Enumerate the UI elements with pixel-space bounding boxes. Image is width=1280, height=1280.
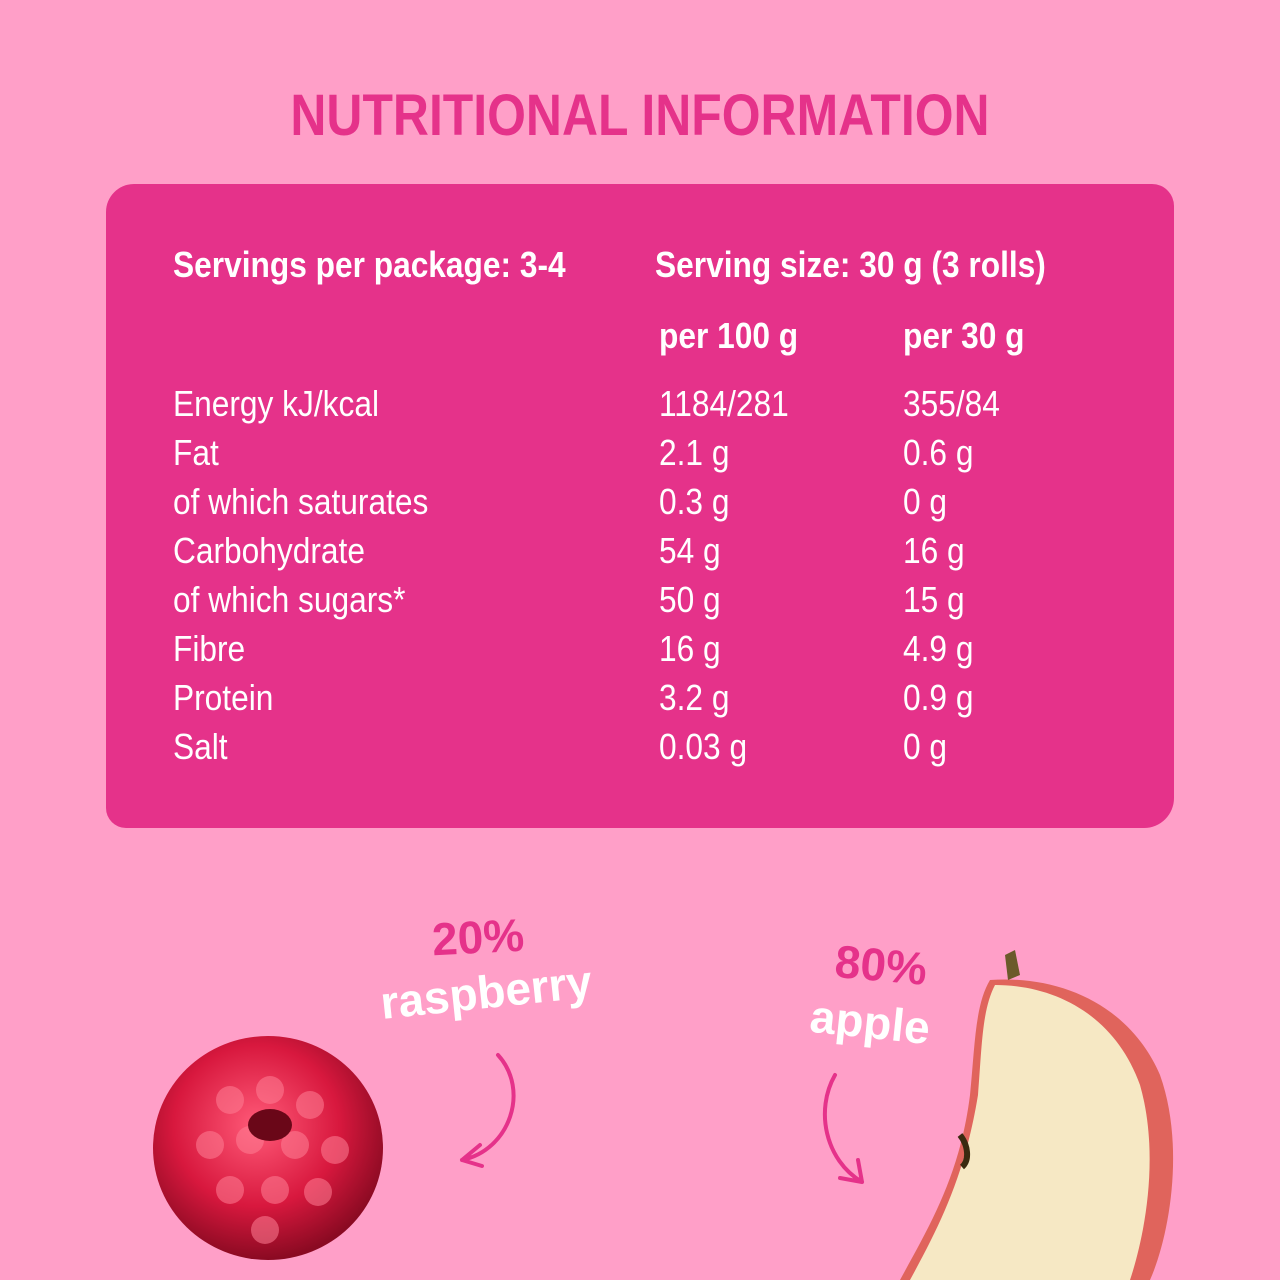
value-per-30g: 0 g xyxy=(903,481,948,522)
nutrient-name: Fat xyxy=(173,432,219,473)
nutrient-name: of which sugars* xyxy=(173,579,406,620)
value-per-30g: 15 g xyxy=(903,579,965,620)
value-per-100g: 2.1 g xyxy=(659,432,730,473)
servings-per-package: Servings per package: 3-4 xyxy=(173,244,566,285)
page-title: NUTRITIONAL INFORMATION xyxy=(290,83,990,148)
nutrient-name: Energy kJ/kcal xyxy=(173,383,380,424)
arrow-icon xyxy=(822,1073,864,1184)
value-per-100g: 3.2 g xyxy=(659,677,730,718)
value-per-30g: 0.6 g xyxy=(903,432,974,473)
table-row: Energy kJ/kcal 1184/281 355/84 xyxy=(106,383,1174,432)
column-header-per-100g: per 100 g xyxy=(659,315,799,356)
value-per-100g: 0.03 g xyxy=(659,726,748,767)
value-per-30g: 0.9 g xyxy=(903,677,974,718)
value-per-30g: 16 g xyxy=(903,530,965,571)
value-per-30g: 0 g xyxy=(903,726,948,767)
table-row: of which sugars* 50 g 15 g xyxy=(106,579,1174,628)
value-per-100g: 0.3 g xyxy=(659,481,730,522)
value-per-100g: 16 g xyxy=(659,628,721,669)
raspberry-image xyxy=(153,1036,383,1260)
nutrient-name: Carbohydrate xyxy=(173,530,365,571)
table-row: Fibre 16 g 4.9 g xyxy=(106,628,1174,677)
nutrient-name: Protein xyxy=(173,677,274,718)
arrow-icon xyxy=(460,1053,516,1168)
nutrition-panel: Servings per package: 3-4 Serving size: … xyxy=(106,184,1174,828)
value-per-30g: 355/84 xyxy=(903,383,1000,424)
nutrient-name: Salt xyxy=(173,726,228,767)
apple-image xyxy=(900,950,1174,1280)
nutrient-name: Fibre xyxy=(173,628,246,669)
value-per-100g: 54 g xyxy=(659,530,721,571)
column-header-per-30g: per 30 g xyxy=(903,315,1025,356)
value-per-100g: 50 g xyxy=(659,579,721,620)
raspberry-percent: 20% xyxy=(430,908,526,966)
table-row: Fat 2.1 g 0.6 g xyxy=(106,432,1174,481)
table-row: Protein 3.2 g 0.9 g xyxy=(106,677,1174,726)
raspberry-label: raspberry xyxy=(377,955,595,1029)
table-row: Salt 0.03 g 0 g xyxy=(106,726,1174,775)
table-row: Carbohydrate 54 g 16 g xyxy=(106,530,1174,579)
table-row: of which saturates 0.3 g 0 g xyxy=(106,481,1174,530)
value-per-30g: 4.9 g xyxy=(903,628,974,669)
nutrient-name: of which saturates xyxy=(173,481,429,522)
value-per-100g: 1184/281 xyxy=(659,383,789,424)
serving-size: Serving size: 30 g (3 rolls) xyxy=(655,244,1046,285)
